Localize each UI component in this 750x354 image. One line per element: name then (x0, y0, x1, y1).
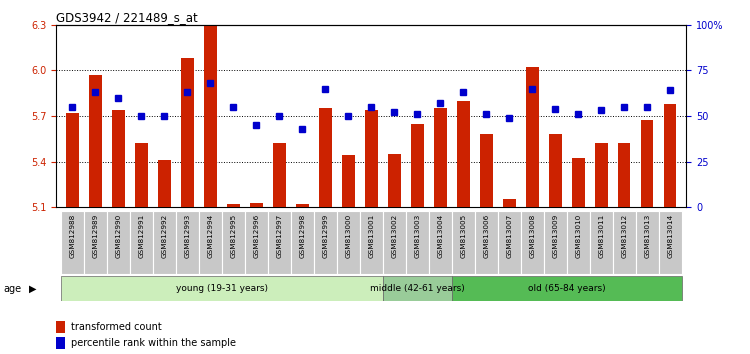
Text: GSM813008: GSM813008 (530, 214, 536, 258)
Bar (135, 143, 148, 207)
Bar (567, 211, 590, 274)
Bar (590, 211, 613, 274)
Text: GSM813011: GSM813011 (598, 214, 604, 258)
Text: GSM813006: GSM813006 (483, 214, 489, 258)
Text: GSM813001: GSM813001 (368, 214, 374, 258)
Text: GSM813009: GSM813009 (552, 214, 558, 258)
Bar (595, 143, 608, 207)
Bar (658, 211, 682, 274)
Bar (544, 211, 567, 274)
Text: GSM813002: GSM813002 (392, 214, 398, 258)
Bar (475, 211, 498, 274)
Bar (429, 211, 451, 274)
Bar (526, 67, 538, 207)
Bar (342, 155, 355, 207)
Text: ▶: ▶ (28, 284, 36, 293)
Bar (480, 134, 493, 207)
Bar (498, 211, 520, 274)
Bar (158, 160, 171, 207)
Bar (130, 211, 153, 274)
Bar (337, 211, 360, 274)
Text: GSM813007: GSM813007 (506, 214, 512, 258)
Text: GSM812994: GSM812994 (207, 214, 213, 258)
Bar (84, 211, 106, 274)
Bar (618, 143, 631, 207)
Bar (204, 25, 217, 207)
Text: old (65-84 years): old (65-84 years) (528, 284, 605, 293)
Text: GSM813005: GSM813005 (460, 214, 466, 258)
Bar (382, 211, 406, 274)
Text: GSM812999: GSM812999 (322, 214, 328, 258)
Text: GSM813010: GSM813010 (575, 214, 581, 258)
Bar (89, 75, 102, 207)
Bar (382, 276, 452, 301)
Bar (273, 143, 286, 207)
Text: GSM812990: GSM812990 (116, 214, 122, 258)
Bar (613, 211, 636, 274)
Bar (520, 211, 544, 274)
Bar (268, 211, 291, 274)
Text: percentile rank within the sample: percentile rank within the sample (71, 338, 236, 348)
Text: GSM813013: GSM813013 (644, 214, 650, 258)
Bar (66, 113, 79, 207)
Bar (452, 211, 475, 274)
Text: GSM812989: GSM812989 (92, 214, 98, 258)
Text: GSM813003: GSM813003 (414, 214, 420, 258)
Text: transformed count: transformed count (71, 322, 162, 332)
Text: GSM812992: GSM812992 (161, 214, 167, 258)
Text: GSM812991: GSM812991 (138, 214, 144, 258)
Text: GSM812996: GSM812996 (254, 214, 260, 258)
Bar (640, 120, 653, 207)
Bar (56, 321, 65, 333)
Bar (291, 211, 314, 274)
Bar (244, 211, 268, 274)
Text: GSM812997: GSM812997 (276, 214, 282, 258)
Bar (457, 101, 470, 207)
Bar (61, 211, 84, 274)
Text: GSM813014: GSM813014 (668, 214, 674, 258)
Bar (636, 211, 658, 274)
Bar (222, 211, 245, 274)
Text: GSM812988: GSM812988 (69, 214, 75, 258)
Bar (106, 211, 130, 274)
Text: age: age (4, 284, 22, 293)
Bar (227, 204, 239, 207)
Bar (549, 134, 562, 207)
Bar (388, 154, 400, 207)
Text: middle (42-61 years): middle (42-61 years) (370, 284, 464, 293)
Bar (503, 200, 515, 207)
Text: GSM812998: GSM812998 (299, 214, 305, 258)
Bar (296, 204, 308, 207)
Text: GSM813012: GSM813012 (621, 214, 627, 258)
Bar (434, 108, 446, 207)
Bar (572, 159, 584, 207)
Bar (61, 276, 382, 301)
Bar (176, 211, 199, 274)
Text: GSM813004: GSM813004 (437, 214, 443, 258)
Bar (319, 108, 332, 207)
Text: GSM812993: GSM812993 (184, 214, 190, 258)
Bar (365, 110, 377, 207)
Bar (199, 211, 222, 274)
Bar (56, 337, 65, 349)
Bar (360, 211, 382, 274)
Bar (411, 124, 424, 207)
Bar (153, 211, 176, 274)
Text: GSM813000: GSM813000 (345, 214, 351, 258)
Bar (664, 104, 676, 207)
Bar (112, 110, 125, 207)
Bar (314, 211, 337, 274)
Bar (181, 58, 194, 207)
Text: GSM812995: GSM812995 (230, 214, 236, 258)
Text: young (19-31 years): young (19-31 years) (176, 284, 268, 293)
Bar (452, 276, 682, 301)
Text: GDS3942 / 221489_s_at: GDS3942 / 221489_s_at (56, 11, 198, 24)
Bar (406, 211, 429, 274)
Bar (250, 202, 262, 207)
